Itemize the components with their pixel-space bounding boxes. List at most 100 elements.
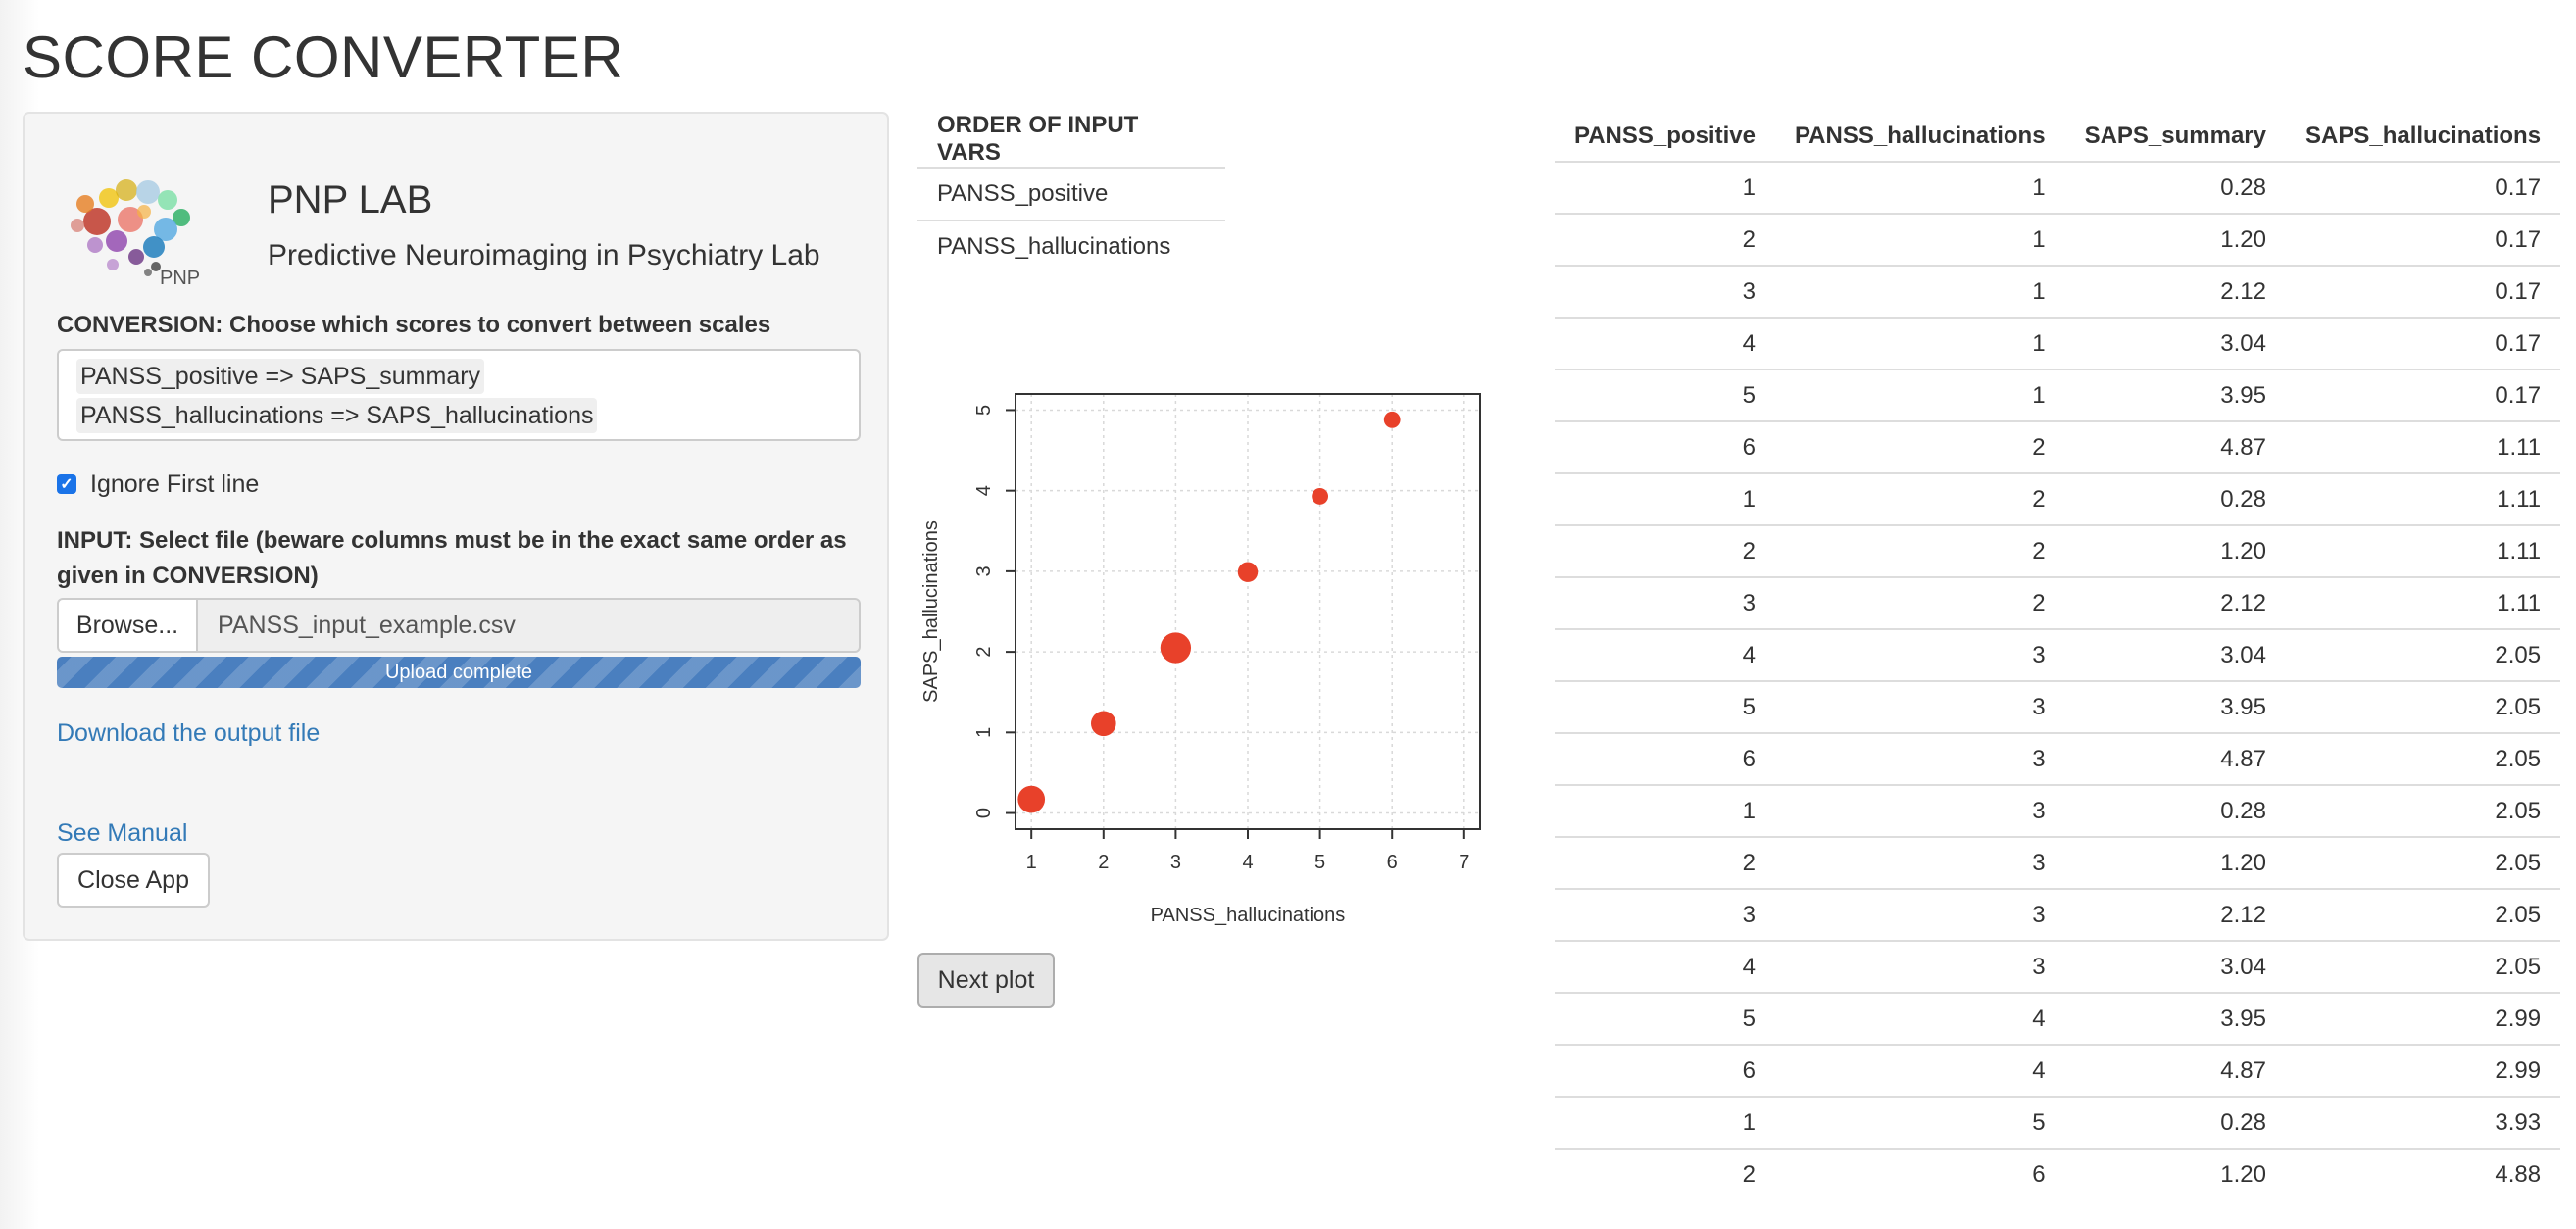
upload-progress-bar: Upload complete [57, 657, 861, 688]
table-cell: 4 [1555, 318, 1775, 370]
table-cell: 2.05 [2286, 733, 2561, 786]
table-cell: 3.95 [2064, 681, 2286, 734]
order-input-vars-table: ORDER OF INPUT VARS PANSS_positive PANSS… [917, 112, 1225, 272]
table-cell: 0.17 [2286, 162, 2561, 215]
input-label: INPUT: Select file (beware columns must … [57, 527, 847, 589]
order-table-header: ORDER OF INPUT VARS [917, 112, 1225, 169]
conversion-chip[interactable]: PANSS_hallucinations => SAPS_hallucinati… [76, 398, 598, 433]
table-row: 6 4 4.87 2.99 [1555, 1045, 2561, 1098]
table-row: 4 3 3.04 2.05 [1555, 941, 2561, 994]
table-cell: 1 [1555, 473, 1775, 526]
table-cell: 2.05 [2286, 629, 2561, 682]
table-cell: 0.28 [2064, 162, 2286, 215]
x-tick-label: 6 [1387, 852, 1398, 873]
ignore-first-line-label: Ignore First line [90, 469, 260, 498]
x-tick-label: 1 [1026, 852, 1037, 873]
table-cell: 2 [1742, 1160, 1756, 1188]
table-cell: 1.20 [2064, 525, 2286, 578]
table-cell: 3.95 [2064, 993, 2286, 1046]
table-row: 2 1 1.20 0.17 [1555, 214, 2561, 267]
upload-status: Upload complete [384, 661, 533, 683]
table-cell: 3 [1774, 785, 2065, 838]
table-cell: 3 [1774, 733, 2065, 786]
table-cell: 2.12 [2064, 889, 2286, 942]
table-cell: 5 [1555, 993, 1775, 1046]
lab-name: PNP LAB [268, 178, 433, 221]
data-point [1383, 411, 1401, 428]
table-cell: 2.05 [2286, 785, 2561, 838]
table-cell: 3 [1774, 681, 2065, 734]
table-cell: 6 [1555, 1045, 1775, 1098]
x-tick-label: 2 [1098, 852, 1109, 873]
table-cell: 6 [1555, 733, 1775, 786]
table-cell: 2.05 [2286, 837, 2561, 890]
table-cell: 0.28 [2064, 1097, 2286, 1150]
y-tick-label: 1 [973, 727, 995, 738]
conversion-multiselect[interactable]: PANSS_positive => SAPS_summary PANSS_hal… [57, 349, 861, 441]
table-cell: 1 [1774, 214, 2065, 267]
page-title: SCORE CONVERTER [23, 25, 624, 90]
table-cell: 1 [1774, 266, 2065, 319]
table-cell: 0.17 [2286, 318, 2561, 370]
column-header: PANSS_positive [1555, 112, 1775, 163]
table-cell: 0.17 [2286, 369, 2561, 422]
table-row: 1 1 0.28 0.17 [1555, 162, 2561, 215]
table-cell: 3.95 [2064, 369, 2286, 422]
y-axis-label: SAPS_hallucinations [920, 520, 942, 703]
table-cell: 1.20 [2064, 837, 2286, 890]
table-row: 1 3 0.28 2.05 [1555, 785, 2561, 838]
x-tick-label: 3 [1170, 852, 1181, 873]
file-name-field[interactable]: PANSS_input_example.csv [198, 598, 861, 653]
y-tick-label: 5 [973, 405, 995, 416]
table-cell: 2 [1774, 421, 2065, 474]
table-cell: 2 [1555, 214, 1775, 267]
conversion-label: CONVERSION: Choose which scores to conve… [57, 312, 771, 338]
table-cell: 1 [1555, 785, 1775, 838]
ignore-first-line-checkbox[interactable]: ✓ [57, 474, 76, 494]
table-cell: 2 [1774, 525, 2065, 578]
see-manual-link[interactable]: See Manual [57, 819, 188, 847]
table-cell: 2.05 [2286, 889, 2561, 942]
x-axis-label: PANSS_hallucinations [1151, 905, 1346, 926]
y-tick-label: 2 [973, 647, 995, 658]
table-cell: 3.04 [2064, 941, 2286, 994]
table-cell: 2.99 [2286, 1045, 2561, 1098]
table-cell: 1 [1774, 369, 2065, 422]
table-row: 4 1 3.04 0.17 [1555, 318, 2561, 370]
x-tick-label: 4 [1242, 852, 1253, 873]
table-row: 3 3 2.12 2.05 [1555, 889, 2561, 942]
table-cell: 3 [1774, 889, 2065, 942]
table-cell: 2 [1555, 837, 1775, 890]
table-cell: 3 [1774, 941, 2065, 994]
table-row: 5 3 3.95 2.05 [1555, 681, 2561, 734]
table-cell: 1.20 [2064, 214, 2286, 267]
table-row: 2 2 1.20 1.11 [1555, 525, 2561, 578]
next-plot-button[interactable]: Next plot [917, 953, 1055, 1008]
sidebar-panel: PNP PNP LAB Predictive Neuroimaging in P… [23, 112, 889, 941]
table-cell: 2 [1774, 473, 2065, 526]
table-row: PANSS_hallucinations [917, 221, 1225, 272]
table-cell: 2.05 [2286, 941, 2561, 994]
table-row: 1 5 0.28 3.93 [1555, 1097, 2561, 1150]
table-row: PANSS_positive [917, 168, 1225, 221]
table-cell: 2 [1774, 577, 2065, 630]
table-cell: 6 [1555, 421, 1775, 474]
pnp-logo-icon: PNP [71, 179, 200, 289]
table-cell: 1.11 [2286, 421, 2561, 474]
column-header: SAPS_hallucinations [2286, 112, 2561, 163]
close-app-button[interactable]: Close App [57, 853, 210, 908]
table-cell: 3 [1774, 837, 2065, 890]
table-cell: 0.17 [2286, 266, 2561, 319]
conversion-chip[interactable]: PANSS_positive => SAPS_summary [76, 359, 485, 394]
browse-button[interactable]: Browse... [57, 598, 198, 653]
table-row: 4 3 3.04 2.05 [1555, 629, 2561, 682]
download-output-link[interactable]: Download the output file [57, 719, 321, 747]
table-row: 6 3 4.87 2.05 [1555, 733, 2561, 786]
ignore-first-line-row: ✓ Ignore First line [57, 468, 259, 500]
table-cell: 0.17 [2286, 214, 2561, 267]
file-input: Browse... PANSS_input_example.csv [57, 598, 861, 653]
logo-text: PNP [160, 268, 200, 289]
table-cell: 6 [2032, 1160, 2046, 1188]
y-tick-label: 4 [973, 485, 995, 496]
table-row: 6 2 4.87 1.11 [1555, 421, 2561, 474]
